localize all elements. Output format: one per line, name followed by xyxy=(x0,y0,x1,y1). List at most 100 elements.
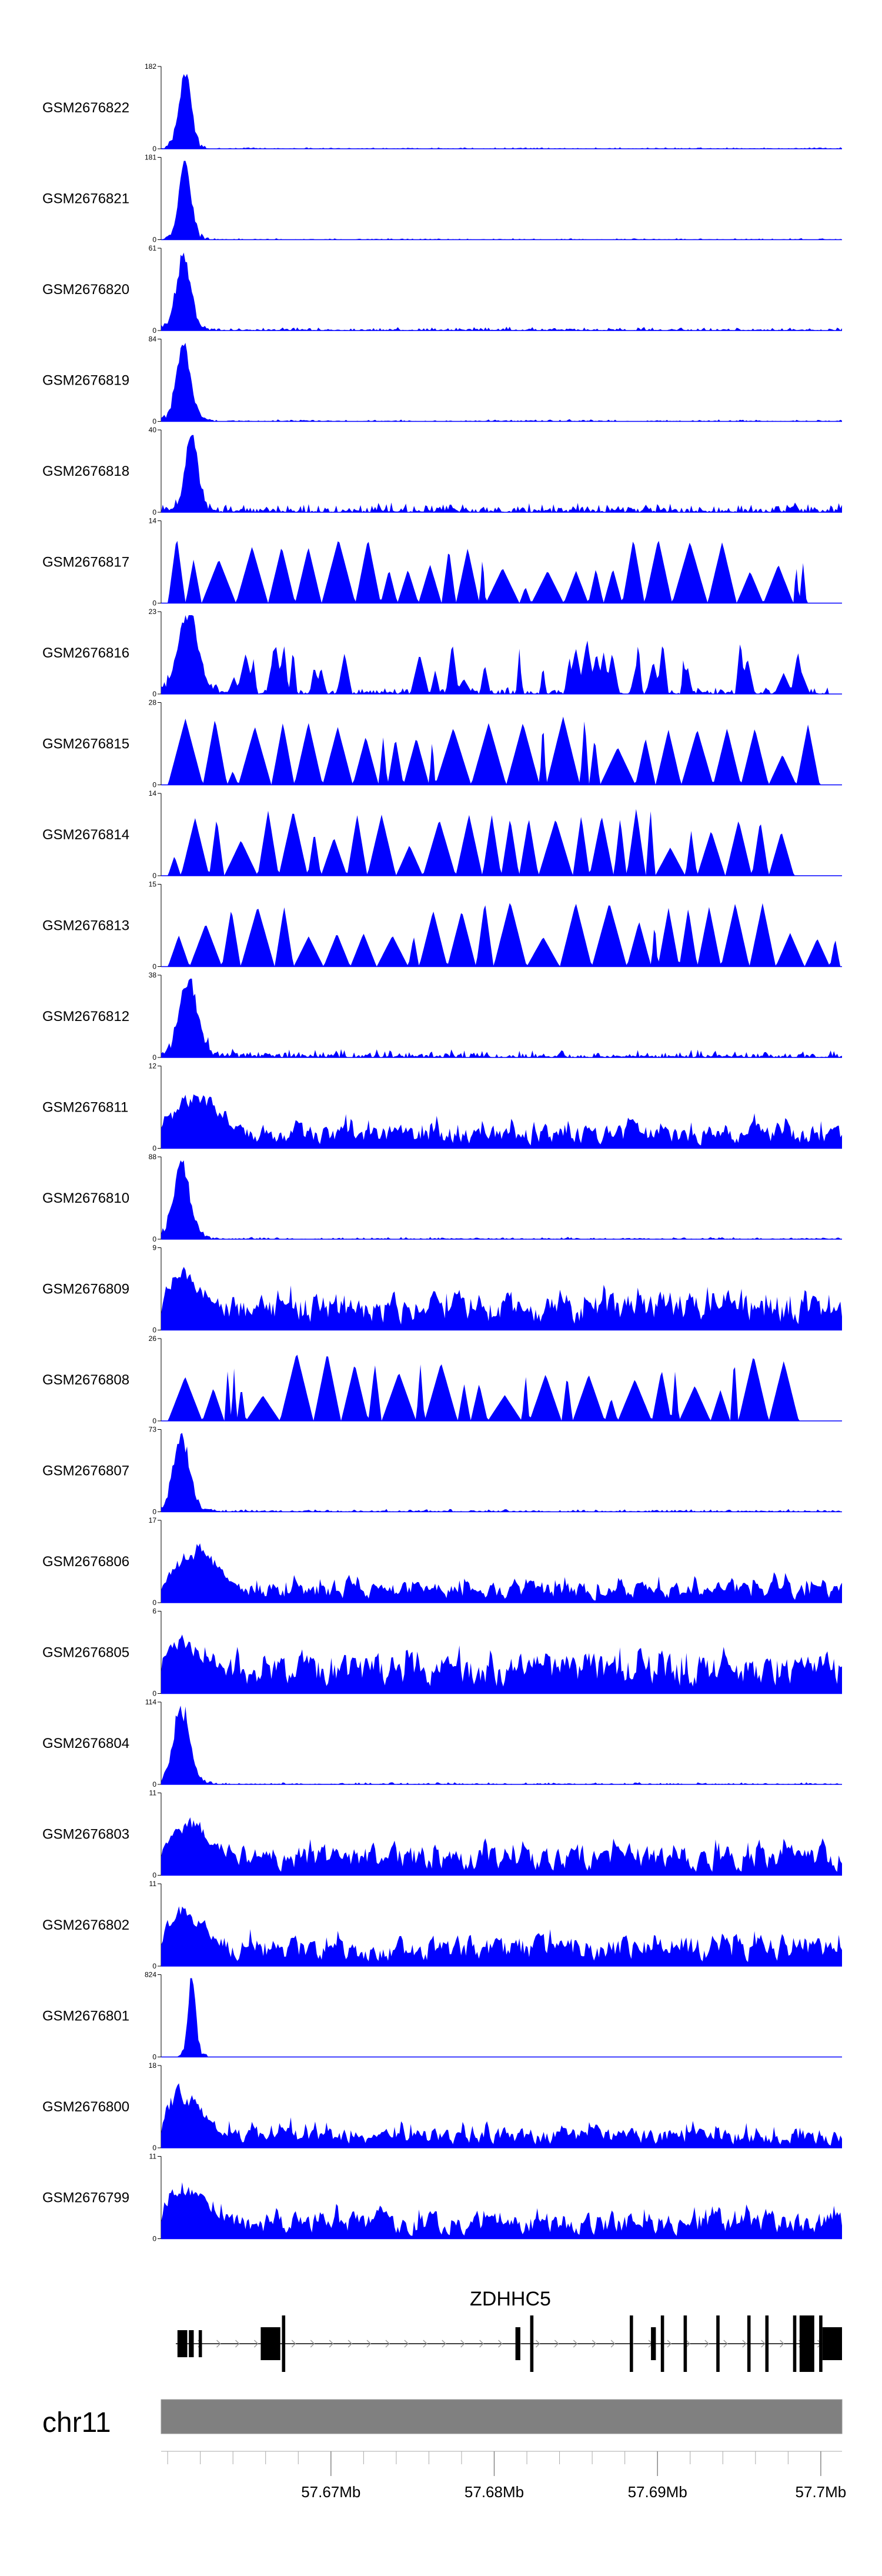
y-axis-min-label: 0 xyxy=(152,1690,156,1698)
track-label: GSM2676806 xyxy=(42,1554,129,1570)
strand-arrow xyxy=(780,2340,784,2348)
track-label: GSM2676818 xyxy=(42,463,129,479)
x-axis-tick-label: 57.67Mb xyxy=(301,2483,360,2501)
y-axis-max-label: 11 xyxy=(149,1880,157,1888)
track-label: GSM2676822 xyxy=(42,100,129,116)
x-axis-tick-label: 57.68Mb xyxy=(465,2483,524,2501)
gene-exon xyxy=(822,2327,842,2360)
y-axis-min-label: 0 xyxy=(152,599,156,608)
gene-exon xyxy=(747,2315,751,2372)
y-axis-max-label: 114 xyxy=(145,1698,156,1706)
strand-arrow xyxy=(253,2340,259,2348)
strand-arrow xyxy=(404,2340,409,2348)
coverage-area xyxy=(161,903,842,967)
y-axis-min-label: 0 xyxy=(152,236,156,244)
track-label: GSM2676811 xyxy=(42,1100,128,1116)
coverage-track: GSM2676811 12 0 xyxy=(42,1062,842,1153)
coverage-track: GSM2676802 11 0 xyxy=(42,1880,842,1970)
coverage-track: GSM2676799 11 0 xyxy=(42,2153,842,2243)
chromosome-label: chr11 xyxy=(42,2407,111,2438)
strand-arrow xyxy=(216,2340,221,2348)
strand-arrow xyxy=(460,2340,465,2348)
coverage-track: GSM2676803 11 0 xyxy=(42,1789,842,1880)
track-label: GSM2676813 xyxy=(42,918,129,934)
coverage-track: GSM2676801 824 0 xyxy=(42,1971,842,2061)
y-axis-max-label: 23 xyxy=(149,608,157,616)
strand-arrow xyxy=(235,2340,240,2348)
coverage-track: GSM2676809 9 0 xyxy=(42,1244,842,1334)
y-axis-max-label: 61 xyxy=(149,244,157,252)
y-axis-min-label: 0 xyxy=(152,1962,156,1970)
coverage-area xyxy=(161,1094,842,1149)
strand-arrow xyxy=(592,2340,597,2348)
y-axis-max-label: 6 xyxy=(152,1607,156,1616)
gene-exon xyxy=(282,2315,286,2372)
strand-arrow xyxy=(385,2340,390,2348)
coverage-track: GSM2676805 6 0 xyxy=(42,1607,842,1698)
y-axis-max-label: 12 xyxy=(149,1062,157,1070)
coverage-track: GSM2676821 181 0 xyxy=(42,154,842,244)
track-label: GSM2676803 xyxy=(42,1827,129,1843)
gene-exon xyxy=(260,2327,280,2360)
x-axis-tick-label: 57.7Mb xyxy=(796,2483,847,2501)
chromosome-ideogram-track: chr11 xyxy=(42,2399,843,2438)
strand-arrow xyxy=(667,2340,672,2348)
strand-arrow xyxy=(723,2340,728,2348)
track-label: GSM2676810 xyxy=(42,1190,129,1206)
chromosome-bar xyxy=(161,2399,843,2434)
y-axis-min-label: 0 xyxy=(152,1871,156,1880)
strand-arrow xyxy=(498,2340,503,2348)
coverage-area xyxy=(161,161,842,240)
y-axis-min-label: 0 xyxy=(152,2053,156,2061)
coverage-area xyxy=(161,2083,842,2148)
y-axis-min-label: 0 xyxy=(152,418,156,426)
y-axis-min-label: 0 xyxy=(152,2144,156,2152)
strand-arrow xyxy=(610,2340,616,2348)
y-axis-max-label: 40 xyxy=(149,426,157,434)
y-axis-max-label: 18 xyxy=(149,2061,157,2070)
strand-arrow xyxy=(423,2340,427,2348)
x-axis-tick-label: 57.69Mb xyxy=(628,2483,687,2501)
y-axis-max-label: 182 xyxy=(145,62,156,71)
y-axis-min-label: 0 xyxy=(152,1235,156,1243)
y-axis-max-label: 38 xyxy=(149,971,157,979)
genomic-axis: 57.67Mb 57.68Mb 57.69Mb 57.7Mb xyxy=(161,2451,846,2501)
track-label: GSM2676812 xyxy=(42,1009,129,1025)
y-axis-max-label: 14 xyxy=(149,517,157,525)
coverage-area xyxy=(161,435,842,512)
coverage-track: GSM2676820 61 0 xyxy=(42,244,842,335)
strand-arrow xyxy=(573,2340,578,2348)
gene-exon xyxy=(515,2327,520,2360)
y-axis-min-label: 0 xyxy=(152,1508,156,1516)
track-label: GSM2676802 xyxy=(42,1917,129,1933)
gene-exon xyxy=(198,2330,202,2357)
y-axis-max-label: 26 xyxy=(149,1334,157,1343)
gene-label: ZDHHC5 xyxy=(470,2288,551,2310)
gene-exon xyxy=(716,2315,720,2372)
track-label: GSM2676816 xyxy=(42,645,129,661)
strand-arrow xyxy=(348,2340,353,2348)
coverage-area xyxy=(161,809,842,876)
y-axis-max-label: 824 xyxy=(145,1971,156,1979)
strand-arrow xyxy=(686,2340,690,2348)
coverage-area xyxy=(161,1906,842,1966)
track-label: GSM2676815 xyxy=(42,736,129,752)
track-label: GSM2676821 xyxy=(42,191,129,207)
track-label: GSM2676817 xyxy=(42,555,129,570)
y-axis-min-label: 0 xyxy=(152,781,156,789)
gene-exon xyxy=(530,2315,534,2372)
y-axis-min-label: 0 xyxy=(152,508,156,516)
gene-exon xyxy=(793,2315,797,2372)
y-axis-max-label: 17 xyxy=(149,1516,157,1524)
coverage-track: GSM2676822 182 0 xyxy=(42,62,842,153)
track-label: GSM2676800 xyxy=(42,2099,129,2115)
track-label: GSM2676820 xyxy=(42,282,129,298)
y-axis-min-label: 0 xyxy=(152,872,156,880)
y-axis-max-label: 14 xyxy=(149,789,157,798)
y-axis-max-label: 181 xyxy=(145,154,156,162)
gene-model-track: ZDHHC5 xyxy=(175,2288,842,2372)
y-axis-max-label: 9 xyxy=(152,1244,156,1252)
gene-exon xyxy=(799,2315,814,2372)
coverage-track: GSM2676806 17 0 xyxy=(42,1516,842,1607)
